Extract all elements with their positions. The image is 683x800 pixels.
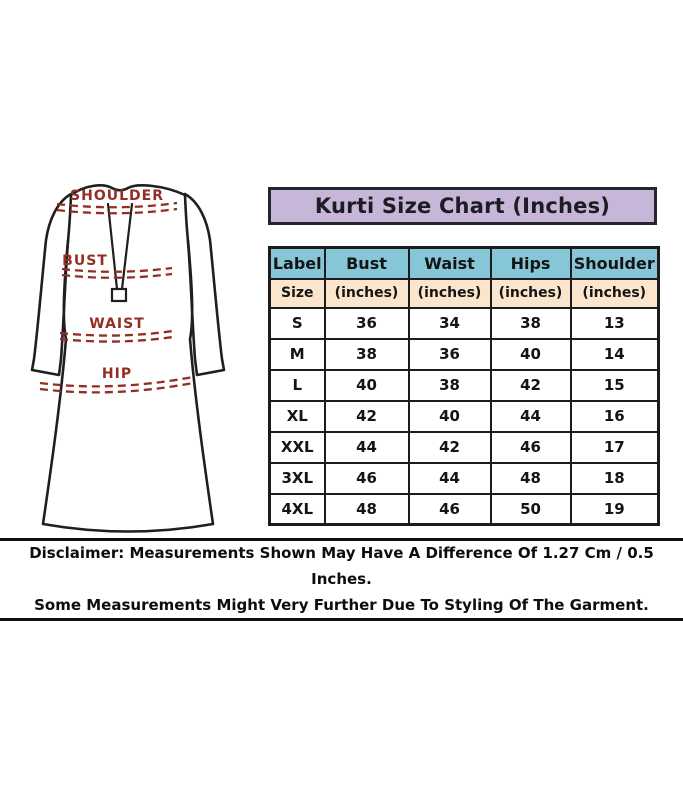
size-row-m: M 38 36 40 14 [268,337,660,371]
table-cell: 38 [489,306,572,340]
table-cell: 42 [323,399,410,433]
header-bust: Bust [323,246,410,280]
table-cell: 15 [569,368,660,402]
chart-title-box: Kurti Size Chart (Inches) [268,187,657,225]
header-waist: Waist [407,246,492,280]
table-cell: 14 [569,337,660,371]
table-cell: M [268,337,326,371]
shoulder-measure-line [56,201,178,215]
header-shoulder: Shoulder [569,246,660,280]
size-row-s: S 36 34 38 13 [268,306,660,340]
table-cell: 16 [569,399,660,433]
table-cell: XXL [268,430,326,464]
bust-label: BUST [62,253,108,269]
table-cell: 34 [407,306,492,340]
size-row-xl: XL 42 40 44 16 [268,399,660,433]
table-cell: 42 [407,430,492,464]
table-cell: 48 [323,492,410,526]
table-cell: 46 [323,461,410,495]
table-cell: 38 [323,337,410,371]
disclaimer-line-2: Some Measurements Might Very Further Due… [34,596,649,614]
divider-bottom [0,618,683,621]
table-cell: 19 [569,492,660,526]
bust-measure-line [61,266,173,279]
table-cell: L [268,368,326,402]
table-cell: 44 [407,461,492,495]
unit-header-row: Size (inches) (inches) (inches) (inches) [268,277,660,309]
table-cell: 44 [489,399,572,433]
shoulder-label: SHOULDER [70,188,164,204]
subheader-size: Size [268,277,326,309]
disclaimer-line-1: Disclaimer: Measurements Shown May Have … [29,544,654,588]
table-cell: 46 [489,430,572,464]
size-table: Label Bust Waist Hips Shoulder Size (inc… [268,246,660,526]
table-cell: 44 [323,430,410,464]
table-cell: 50 [489,492,572,526]
kurti-garment-diagram: SHOULDER BUST WAIST HIP [30,184,226,533]
header-label: Label [268,246,326,280]
subheader-unit: (inches) [569,277,660,309]
size-row-xxl: XXL 44 42 46 17 [268,430,660,464]
table-cell: 17 [569,430,660,464]
table-cell: 48 [489,461,572,495]
kurti-left-sleeve [30,192,73,377]
header-hips: Hips [489,246,572,280]
table-cell: 18 [569,461,660,495]
disclaimer: Disclaimer: Measurements Shown May Have … [0,544,683,614]
table-cell: 13 [569,306,660,340]
table-cell: 36 [407,337,492,371]
size-row-l: L 40 38 42 15 [268,368,660,402]
table-cell: 40 [407,399,492,433]
table-cell: 36 [323,306,410,340]
subheader-unit: (inches) [323,277,410,309]
size-row-3xl: 3XL 46 44 48 18 [268,461,660,495]
table-cell: 42 [489,368,572,402]
size-row-4xl: 4XL 48 46 50 19 [268,492,660,526]
waist-measure-line [59,329,174,343]
table-cell: 40 [489,337,572,371]
table-cell: 3XL [268,461,326,495]
kurti-neck-placket [106,202,134,291]
waist-label: WAIST [89,316,145,332]
table-cell: S [268,306,326,340]
subheader-unit: (inches) [489,277,572,309]
hip-label: HIP [102,366,132,382]
hip-measure-line [39,375,194,394]
kurti-right-sleeve [183,192,226,377]
kurti-placket-end [110,287,128,303]
column-header-row: Label Bust Waist Hips Shoulder [268,246,660,280]
divider-top [0,538,683,541]
table-cell: XL [268,399,326,433]
chart-title: Kurti Size Chart (Inches) [314,194,611,218]
table-cell: 4XL [268,492,326,526]
table-cell: 40 [323,368,410,402]
subheader-unit: (inches) [407,277,492,309]
kurti-body-outline [41,184,215,533]
table-cell: 38 [407,368,492,402]
table-cell: 46 [407,492,492,526]
